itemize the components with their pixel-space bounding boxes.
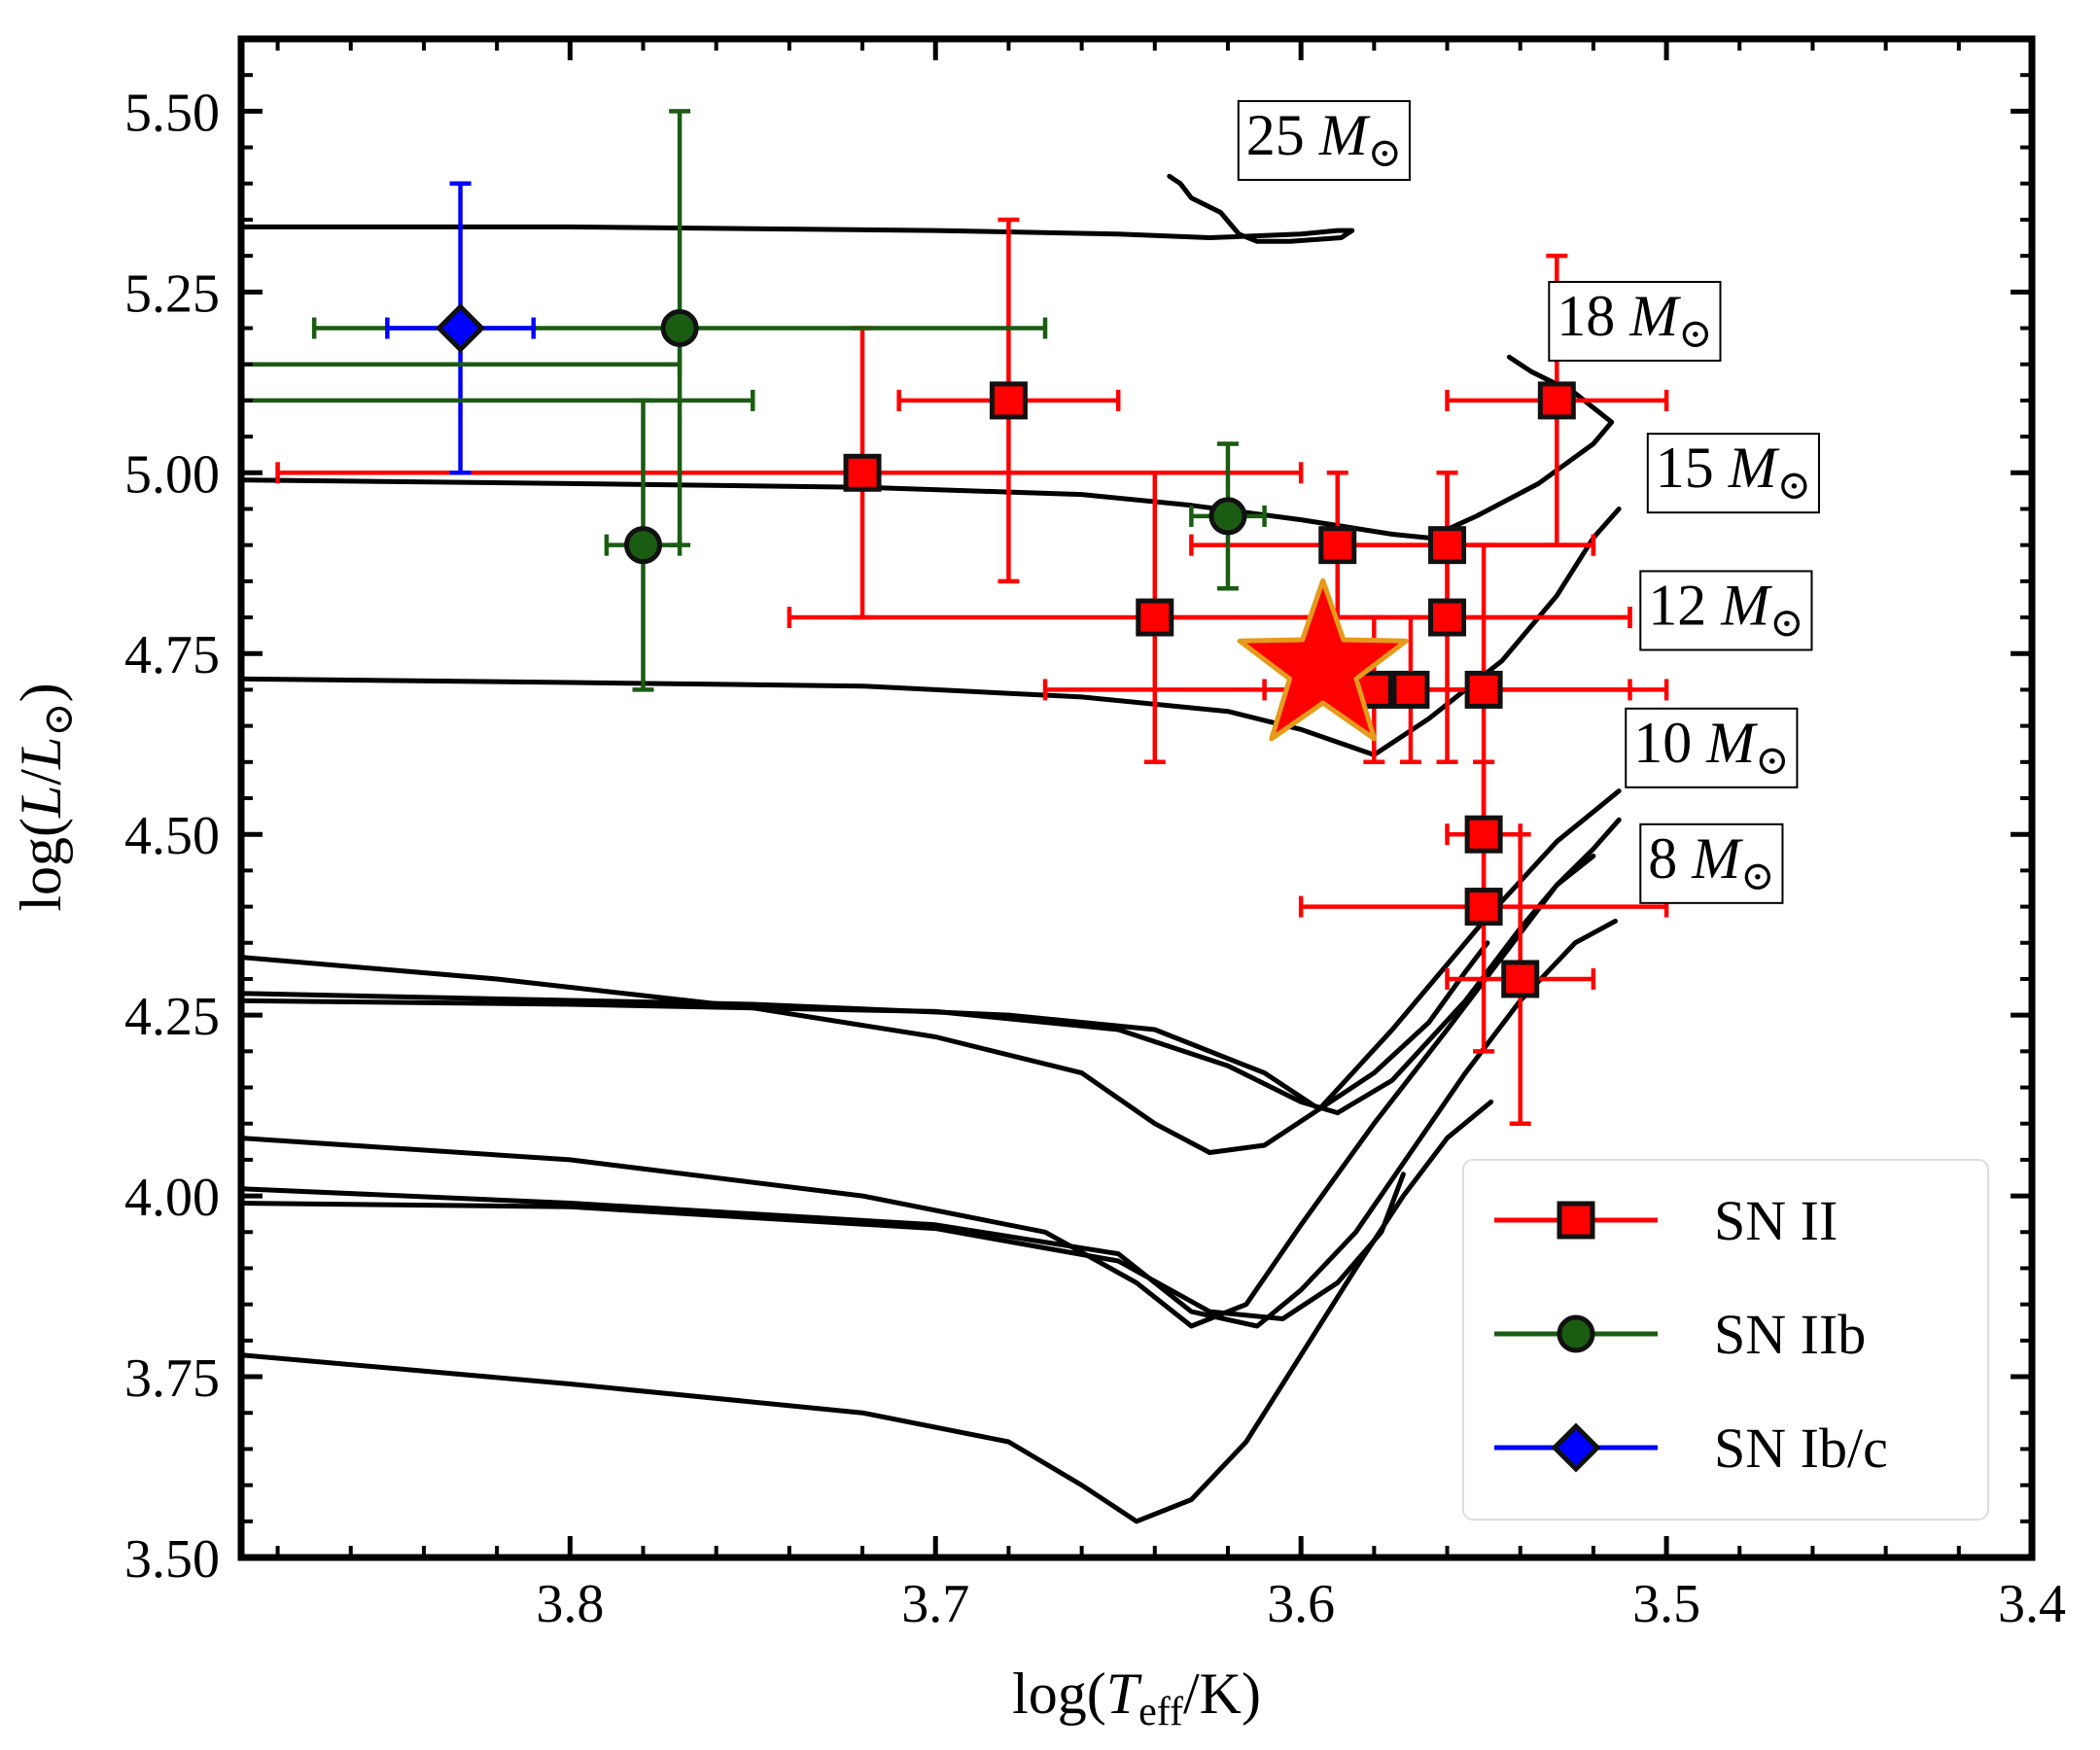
legend-box bbox=[1462, 1159, 1989, 1521]
point-diamond bbox=[436, 302, 486, 354]
track-label-box bbox=[1646, 433, 1820, 514]
y-tick-label: 4.75 bbox=[124, 625, 220, 685]
track-label: 8 M⊙ bbox=[1639, 822, 1784, 904]
track-label-box bbox=[1639, 822, 1784, 904]
track-label-text: 25 M⊙ bbox=[1246, 103, 1402, 176]
svg-text:log(L/L⊙): log(L/L⊙) bbox=[9, 682, 82, 911]
y-tick-label: 3.75 bbox=[124, 1348, 220, 1409]
track-label-box bbox=[1639, 570, 1813, 651]
track-line-8 bbox=[238, 1099, 1494, 1524]
y-tick-label: 3.50 bbox=[124, 1529, 220, 1590]
point-circle bbox=[660, 309, 699, 348]
point-square bbox=[1501, 960, 1540, 998]
legend-marker-diamond bbox=[1551, 1422, 1601, 1473]
track-line-15 bbox=[238, 507, 1622, 757]
track-label-box bbox=[1548, 280, 1722, 362]
track-label-text: 12 M⊙ bbox=[1648, 573, 1803, 646]
x-tick-label: 3.7 bbox=[901, 1574, 969, 1634]
track-labels: 25 M⊙ 18 M⊙ 15 M⊙ 12 M⊙ 10 M⊙ 8 M⊙ bbox=[1237, 100, 1820, 904]
track-label: 18 M⊙ bbox=[1548, 280, 1722, 362]
track-line-12c bbox=[238, 940, 1490, 1112]
y-axis-label: log(L/L⊙) bbox=[9, 682, 82, 911]
x-tick-label: 3.5 bbox=[1632, 1574, 1700, 1634]
y-tick-label: 4.00 bbox=[124, 1168, 220, 1228]
point-square bbox=[1464, 815, 1503, 854]
highlight-star bbox=[1237, 578, 1409, 742]
error-bar bbox=[241, 389, 755, 411]
track-label: 10 M⊙ bbox=[1625, 707, 1799, 788]
legend-entry: SN IIb bbox=[1494, 1303, 1866, 1366]
legend-entry: SN Ib/c bbox=[1494, 1417, 1888, 1480]
point-square bbox=[1464, 888, 1503, 927]
track-label-text: 18 M⊙ bbox=[1557, 284, 1712, 357]
track-label-text: 8 M⊙ bbox=[1648, 826, 1774, 899]
point-circle bbox=[1208, 497, 1247, 536]
legend-entry: SN II bbox=[1494, 1189, 1838, 1252]
point-square bbox=[1391, 670, 1430, 709]
x-axis-label: log(Teff/K) bbox=[1012, 1662, 1261, 1734]
x-axis-label-subscript: eff bbox=[1138, 1690, 1183, 1734]
track-label-box bbox=[1237, 100, 1411, 182]
svg-text:log(Teff/K): log(Teff/K) bbox=[1012, 1662, 1261, 1734]
point-square bbox=[1318, 526, 1357, 565]
track-line-10 bbox=[238, 817, 1622, 1329]
point-square bbox=[1136, 598, 1174, 637]
point-square bbox=[989, 381, 1028, 420]
point-square bbox=[1464, 670, 1503, 709]
x-tick-label: 3.8 bbox=[536, 1574, 604, 1634]
track-label-text: 10 M⊙ bbox=[1633, 711, 1789, 784]
y-tick-label: 5.50 bbox=[124, 83, 220, 143]
y-tick-label: 4.50 bbox=[124, 806, 220, 866]
track-label-text: 15 M⊙ bbox=[1656, 436, 1811, 508]
axis-ticks: 3.8 3.7 3.6 3.5 3.4 3.50 3.75 4.00 4.25 4.50 4.75 5… bbox=[124, 37, 2066, 1634]
track-label: 25 M⊙ bbox=[1237, 100, 1411, 182]
legend-label: SN II bbox=[1714, 1189, 1838, 1252]
legend-marker-circle bbox=[1557, 1314, 1595, 1353]
point-square bbox=[1537, 381, 1576, 420]
track-label: 15 M⊙ bbox=[1646, 433, 1820, 514]
legend-label: SN Ib/c bbox=[1714, 1417, 1888, 1480]
point-circle bbox=[624, 526, 663, 565]
track-label: 12 M⊙ bbox=[1639, 570, 1813, 651]
point-square bbox=[1428, 598, 1467, 637]
point-square bbox=[1428, 526, 1467, 565]
x-tick-label: 3.4 bbox=[1998, 1574, 2066, 1634]
track-line-25 bbox=[238, 173, 1355, 244]
legend-label: SN IIb bbox=[1714, 1303, 1866, 1366]
y-tick-label: 5.00 bbox=[124, 444, 220, 505]
data-markers bbox=[436, 302, 1576, 998]
y-tick-label: 5.25 bbox=[124, 263, 220, 324]
highlight-star-group bbox=[1237, 578, 1409, 742]
legend: SN II SN IIb SN Ib/c bbox=[1462, 1159, 1989, 1521]
legend-marker-square bbox=[1557, 1201, 1595, 1240]
track-label-box bbox=[1625, 707, 1799, 788]
error-bar bbox=[241, 353, 682, 375]
x-tick-label: 3.6 bbox=[1267, 1574, 1335, 1634]
y-tick-label: 4.25 bbox=[124, 987, 220, 1047]
point-square bbox=[843, 453, 882, 492]
